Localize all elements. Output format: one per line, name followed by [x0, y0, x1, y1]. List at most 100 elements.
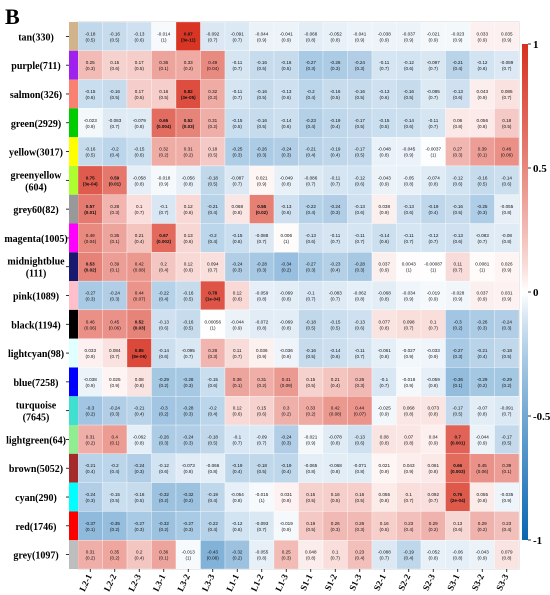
cell-correlation: -0.19	[404, 550, 415, 555]
heatmap-cell	[224, 165, 250, 195]
cell-correlation: 0.021	[379, 463, 391, 468]
cell-correlation: 0.32	[208, 89, 217, 94]
cell-pvalue: (0.2)	[453, 325, 463, 330]
column-label: S3-1	[445, 572, 461, 592]
cell-pvalue: (0.8)	[282, 297, 292, 302]
cell-correlation: -0.2	[111, 147, 119, 152]
heatmap-cell	[102, 309, 128, 339]
cell-correlation: -0.32	[232, 550, 243, 555]
cell-pvalue: (0.3)	[453, 354, 463, 359]
cell-correlation: -0.018	[402, 377, 415, 382]
cell-pvalue: (0.2)	[478, 383, 488, 388]
cell-correlation: -0.08	[502, 233, 513, 238]
cell-pvalue: (0.03)	[133, 325, 145, 330]
cell-correlation: 0.036	[256, 348, 268, 353]
cell-pvalue: (0.5)	[331, 498, 341, 503]
cell-pvalue: (0.5)	[331, 95, 341, 100]
heatmap-cell	[249, 50, 275, 80]
cell-correlation: -0.091	[500, 406, 513, 411]
cell-correlation: -0.15	[232, 118, 243, 123]
cell-pvalue: (0.2)	[208, 124, 218, 129]
heatmap-cell	[249, 540, 275, 570]
cell-correlation: -0.089	[500, 60, 513, 65]
cell-pvalue: (0.8)	[380, 153, 390, 158]
cell-correlation: -0.11	[330, 175, 341, 180]
heatmap-cell	[469, 367, 495, 397]
heatmap-cell	[322, 21, 348, 51]
cell-correlation: -0.26	[257, 147, 268, 152]
heatmap-cell	[396, 108, 422, 138]
column-label: S2-3	[421, 572, 437, 592]
heatmap-cell	[445, 511, 471, 541]
cell-correlation: 0.31	[86, 550, 95, 555]
heatmap-cell	[347, 396, 373, 426]
cell-correlation: 0.66	[453, 463, 462, 468]
cell-pvalue: (0.8)	[404, 181, 414, 186]
cell-correlation: 0.29	[478, 521, 487, 526]
heatmap-cell	[102, 511, 128, 541]
cell-pvalue: (0.4)	[208, 210, 218, 215]
heatmap-cell	[77, 540, 103, 570]
cell-pvalue: (0.7)	[331, 239, 341, 244]
heatmap-cell	[420, 396, 446, 426]
cell-pvalue: (0.9)	[478, 37, 488, 42]
heatmap-cell	[494, 482, 520, 512]
heatmap-cell	[77, 137, 103, 167]
heatmap-cell	[224, 367, 250, 397]
cell-pvalue: (0.5)	[208, 181, 218, 186]
cell-correlation: -0.14	[379, 233, 390, 238]
cell-pvalue: (0.1)	[110, 440, 120, 445]
heatmap-cell	[249, 223, 275, 253]
cell-correlation: -0.18	[257, 463, 268, 468]
cell-correlation: -0.013	[182, 550, 195, 555]
cell-correlation: -0.12	[355, 175, 366, 180]
cell-pvalue: (0.2)	[159, 527, 169, 532]
heatmap-cell	[77, 21, 103, 51]
cell-pvalue: (0.3)	[135, 527, 145, 532]
cell-correlation: -0.1	[160, 204, 168, 209]
heatmap-cell	[347, 424, 373, 454]
cell-correlation: 0.26	[331, 521, 340, 526]
cell-correlation: 0.23	[355, 550, 364, 555]
cell-correlation: -0.13	[159, 319, 170, 324]
cell-correlation: 0.26	[355, 521, 364, 526]
heatmap-cell	[298, 280, 324, 311]
cell-pvalue: (0.4)	[208, 239, 218, 244]
heatmap-cell	[469, 165, 495, 195]
module-color-swatch	[69, 22, 78, 51]
heatmap-cell	[200, 367, 226, 397]
cell-pvalue: (0.5)	[233, 124, 243, 129]
cell-correlation: 0.49	[208, 60, 217, 65]
cell-pvalue: (0.8)	[478, 498, 488, 503]
cell-correlation: 0.16	[380, 521, 389, 526]
heatmap-grid: -0.18(0.5)-0.16(0.5)-0.13(0.6)-0.014(1)0…	[77, 21, 520, 570]
heatmap-cell	[175, 367, 201, 397]
heatmap-cell	[249, 511, 275, 541]
heatmap-cell	[322, 280, 348, 311]
cell-correlation: -0.056	[182, 175, 195, 180]
column-label: S1-3	[347, 572, 363, 592]
cell-correlation: -0.16	[453, 204, 464, 209]
cell-correlation: -0.095	[182, 348, 195, 353]
heatmap-cell	[347, 79, 373, 109]
heatmap-cell	[347, 280, 373, 311]
heatmap-cell	[469, 21, 495, 51]
heatmap-cell	[126, 50, 152, 80]
cell-correlation: 0.07	[404, 434, 413, 439]
heatmap-cell	[224, 511, 250, 541]
heatmap-cell	[298, 194, 324, 224]
cell-pvalue: (0.6)	[184, 210, 194, 215]
heatmap-cell	[347, 540, 373, 570]
module-color-swatch	[69, 453, 78, 483]
cell-pvalue: (0.3)	[208, 354, 218, 359]
heatmap-cell	[371, 194, 397, 224]
cell-pvalue: (0.5)	[355, 124, 365, 129]
row-label: magenta(1005)	[4, 234, 67, 245]
cell-pvalue: (0.4)	[208, 498, 218, 503]
row-label: red(1746)	[16, 522, 57, 533]
heatmap-cell	[347, 194, 373, 224]
cell-pvalue: (0.3)	[110, 297, 120, 302]
cell-pvalue: (0.09)	[280, 383, 292, 388]
cell-correlation: -0.19	[428, 204, 439, 209]
